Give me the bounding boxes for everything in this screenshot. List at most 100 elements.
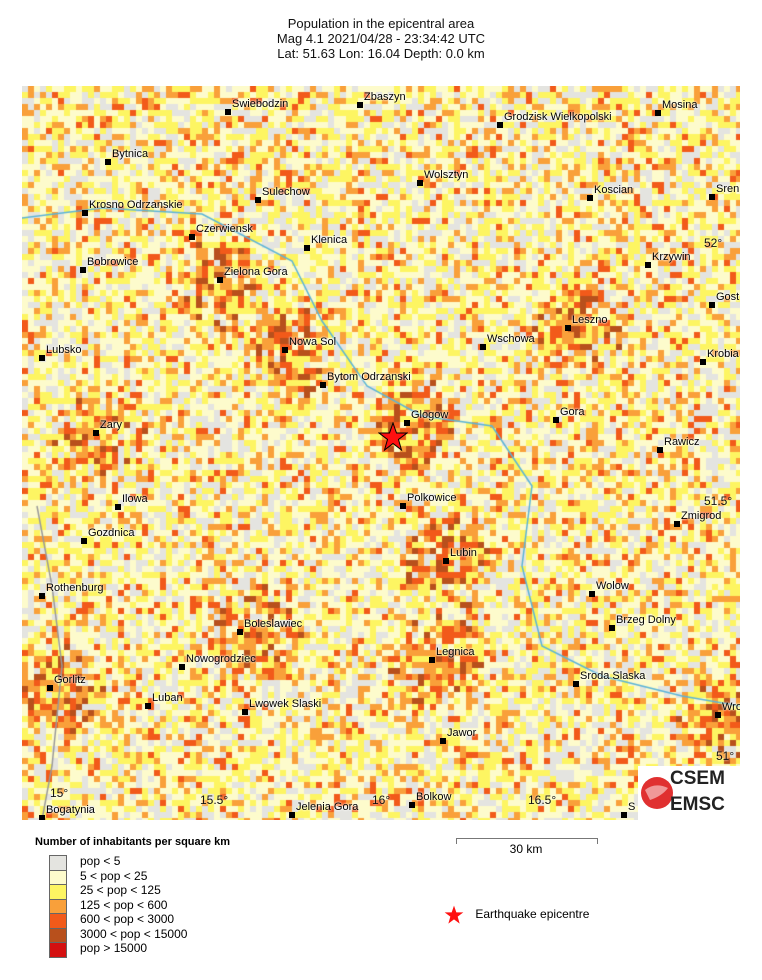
- city-marker-icon: [237, 629, 243, 635]
- city-label: Bytnica: [112, 148, 149, 160]
- legend-title: Number of inhabitants per square km: [35, 836, 230, 848]
- city-label: Bytom Odrzanski: [327, 371, 411, 383]
- city-marker-icon: [39, 593, 45, 599]
- city-label: Sulechow: [262, 186, 310, 198]
- city-marker-icon: [429, 657, 435, 663]
- scale-bar-label: 30 km: [509, 842, 543, 856]
- city-label: Rothenburg: [46, 582, 104, 594]
- city-label: Krobia: [707, 348, 739, 360]
- city-marker-icon: [304, 245, 310, 251]
- city-marker-icon: [417, 180, 423, 186]
- city-marker-icon: [105, 159, 111, 165]
- city-marker-icon: [674, 521, 680, 527]
- city-label: Czerwiensk: [196, 223, 253, 235]
- city-marker-icon: [565, 325, 571, 331]
- city-label: Lubsko: [46, 344, 82, 356]
- city-label: Gora: [560, 406, 585, 418]
- city-label: S: [628, 801, 636, 813]
- latitude-tick: 51°: [716, 749, 735, 763]
- city-marker-icon: [709, 194, 715, 200]
- city-marker-icon: [573, 681, 579, 687]
- epicentre-star-icon: [378, 422, 408, 452]
- city-marker-icon: [39, 355, 45, 361]
- city-marker-icon: [443, 558, 449, 564]
- city-label: Bobrowice: [87, 256, 139, 268]
- longitude-tick: 15.5°: [200, 793, 229, 807]
- city-label: Glogow: [411, 409, 449, 421]
- city-marker-icon: [715, 712, 721, 718]
- city-label: Gozdnica: [88, 527, 135, 539]
- city-label: Grodzisk Wielkopolski: [504, 111, 612, 123]
- longitude-tick: 16°: [372, 793, 391, 807]
- legend-label: 5 < pop < 25: [80, 868, 148, 883]
- city-marker-icon: [357, 102, 363, 108]
- city-label: Lubin: [450, 547, 477, 559]
- population-map[interactable]: CSEM EMSC Swiebodzin Zbaszyn Grodzisk Wiel…: [22, 86, 740, 820]
- city-label: Zielona Gora: [224, 266, 288, 278]
- city-marker-icon: [709, 302, 715, 308]
- city-marker-icon: [81, 538, 87, 544]
- city-marker-icon: [655, 110, 661, 116]
- legend-label: 25 < pop < 125: [80, 883, 161, 897]
- city-label: Wolow: [596, 580, 629, 592]
- city-marker-icon: [179, 664, 185, 670]
- city-label: Krosno Odrzanskie: [89, 199, 183, 211]
- epicentre-legend: Earthquake epicentre: [444, 905, 589, 925]
- city-label: Mosina: [662, 99, 698, 111]
- city-label: Lwowek Slaski: [249, 698, 322, 710]
- city-label: Jawor: [447, 727, 477, 739]
- longitude-tick: 16.5°: [528, 793, 557, 807]
- logo-csem: CSEM: [670, 768, 725, 789]
- epicentre-legend-label: Earthquake epicentre: [475, 907, 590, 922]
- city-label: Sren: [716, 183, 740, 195]
- city-label: Zary: [100, 419, 122, 431]
- city-marker-icon: [621, 812, 627, 818]
- city-label: Wschowa: [487, 333, 535, 345]
- city-marker-icon: [553, 417, 559, 423]
- city-label: Zbaszyn: [364, 91, 406, 103]
- city-label: Swiebodzin: [232, 98, 289, 110]
- city-marker-icon: [609, 625, 615, 631]
- city-label: Boleslawiec: [244, 618, 303, 630]
- city-marker-icon: [82, 210, 88, 216]
- legend-label: pop < 5: [80, 854, 121, 868]
- epicentre-legend-star-icon: [444, 905, 464, 924]
- city-label: Gorlitz: [54, 674, 86, 686]
- city-marker-icon: [289, 812, 295, 818]
- city-marker-icon: [255, 197, 261, 203]
- city-label: Wro: [722, 701, 740, 713]
- city-marker-icon: [242, 709, 248, 715]
- city-marker-icon: [404, 420, 410, 426]
- city-label: Sroda Slaska: [580, 670, 646, 682]
- city-marker-icon: [589, 591, 595, 597]
- city-marker-icon: [440, 738, 446, 744]
- city-marker-icon: [480, 344, 486, 350]
- legend-label: pop > 15000: [80, 941, 148, 955]
- city-label: Nowa Sol: [289, 336, 337, 348]
- city-label: Rawicz: [664, 436, 700, 448]
- longitude-tick: 15°: [50, 786, 69, 800]
- city-marker-icon: [409, 802, 415, 808]
- legend-swatch: [49, 942, 67, 958]
- population-density-raster: [22, 86, 740, 820]
- globe-logo-icon: [641, 777, 673, 809]
- city-label: Leszno: [572, 314, 608, 326]
- city-label: Gost: [716, 291, 740, 303]
- logo-emsc: EMSC: [670, 794, 725, 815]
- city-label: Polkowice: [407, 492, 457, 504]
- latitude-tick: 52°: [704, 236, 723, 250]
- city-marker-icon: [93, 430, 99, 436]
- city-label: Brzeg Dolny: [616, 614, 676, 626]
- city-marker-icon: [189, 234, 195, 240]
- city-label: Ilowa: [122, 493, 148, 505]
- city-marker-icon: [587, 195, 593, 201]
- city-marker-icon: [217, 277, 223, 283]
- title-line-1: Population in the epicentral area: [287, 16, 475, 31]
- city-label: Koscian: [594, 184, 634, 196]
- city-marker-icon: [700, 359, 706, 365]
- city-label: Bogatynia: [46, 804, 95, 816]
- city-marker-icon: [47, 685, 53, 691]
- city-label: Klenica: [311, 234, 348, 246]
- city-label: Krzywin: [652, 251, 691, 263]
- city-label: Wolsztyn: [424, 169, 469, 181]
